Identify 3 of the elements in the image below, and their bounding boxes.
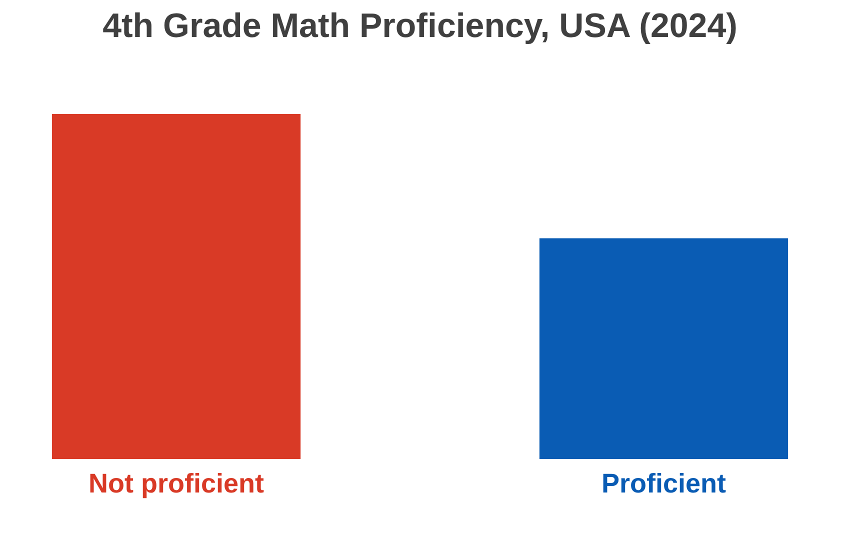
chart-title: 4th Grade Math Proficiency, USA (2024) <box>102 7 738 45</box>
x-tick-label: Not proficient <box>88 468 264 498</box>
x-tick-label: Proficient <box>601 468 726 498</box>
